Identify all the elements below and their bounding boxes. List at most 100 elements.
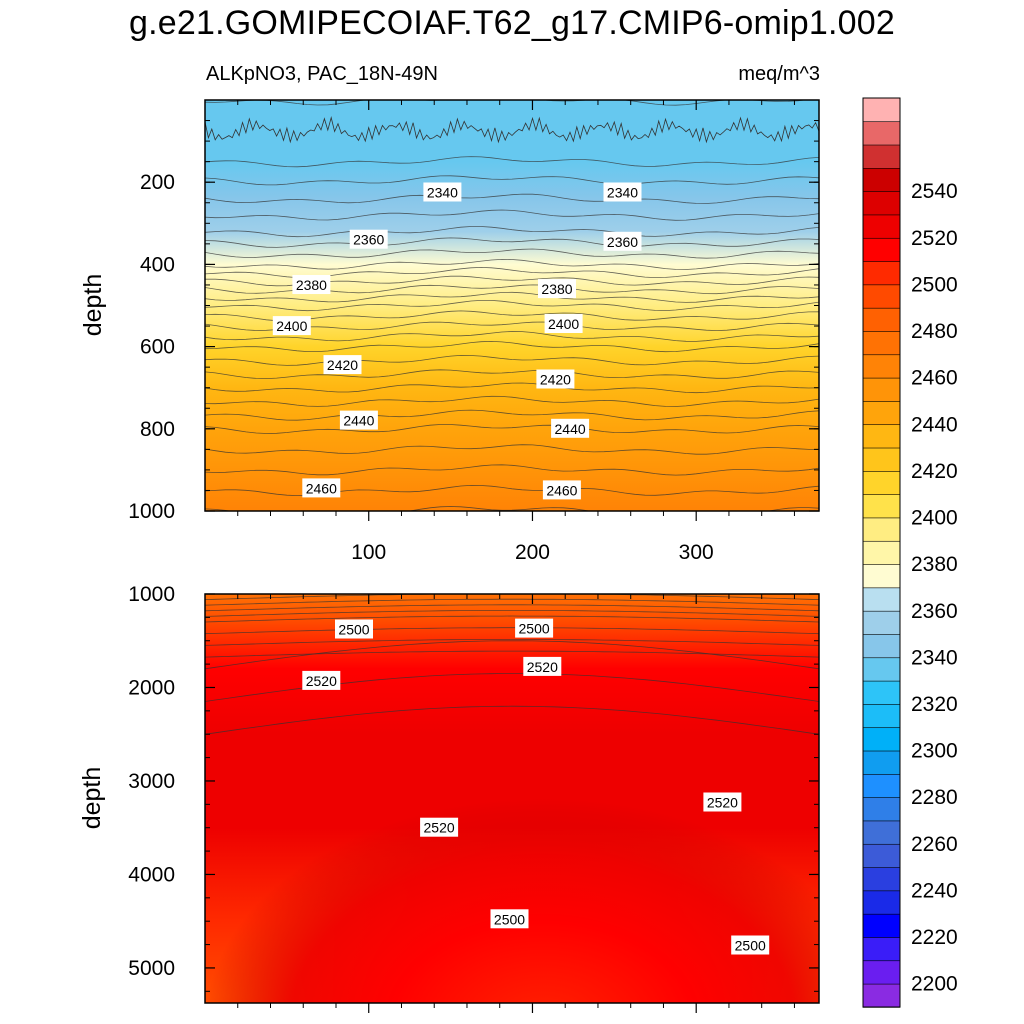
- colorbar-swatch: [863, 914, 900, 938]
- contour-label-text: 2500: [494, 911, 525, 927]
- colorbar-label: 2400: [911, 507, 958, 530]
- contour-label-text: 2520: [306, 673, 337, 689]
- contour-label: 2380: [292, 275, 330, 294]
- contour-label-text: 2500: [338, 622, 369, 638]
- colorbar-swatch: [863, 681, 900, 705]
- contour-label-text: 2520: [707, 795, 738, 811]
- colorbar-swatch: [863, 401, 900, 425]
- y-tick-label: 200: [140, 171, 175, 194]
- colorbar-swatch: [863, 145, 900, 169]
- colorbar-label: 2380: [911, 553, 958, 576]
- colorbar-label: 2320: [911, 693, 958, 716]
- y-tick-label: 3000: [128, 770, 175, 793]
- contour-label-text: 2380: [541, 281, 572, 297]
- contour-label-text: 2380: [296, 277, 327, 293]
- contour-label-text: 2460: [546, 482, 577, 498]
- colorbar-label: 2540: [911, 180, 958, 203]
- colorbar-swatch: [863, 261, 900, 285]
- lower-panel: 2500 2500 2520 2520 2520 2520 2500 2500 1000 200…: [78, 583, 819, 1013]
- contour-label: 2360: [350, 230, 388, 249]
- colorbar-swatch: [863, 564, 900, 588]
- contour-label: 2520: [420, 818, 458, 837]
- y-tick-label: 600: [140, 336, 175, 359]
- colorbar-swatch: [863, 471, 900, 495]
- colorbar-swatch: [863, 657, 900, 681]
- contour-label-text: 2520: [424, 820, 455, 836]
- colorbar-swatch: [863, 518, 900, 542]
- contour-label: 2340: [423, 183, 461, 202]
- colorbar-swatch: [863, 308, 900, 332]
- colorbar-swatch: [863, 424, 900, 448]
- colorbar-swatch: [863, 611, 900, 635]
- y-tick-label: 1000: [128, 583, 175, 606]
- colorbar-swatch: [863, 215, 900, 239]
- colorbar-swatch: [863, 331, 900, 355]
- colorbar-swatch: [863, 797, 900, 821]
- contour-label: 2500: [731, 936, 769, 955]
- colorbar-label: 2300: [911, 740, 958, 763]
- colorbar-label: 2520: [911, 227, 958, 250]
- colorbar-swatch: [863, 191, 900, 215]
- colorbar-swatch: [863, 890, 900, 914]
- y-tick-label: 400: [140, 253, 175, 276]
- colorbar: 2540252025002480246024402420240023802360…: [863, 98, 958, 1007]
- contour-label: 2440: [551, 419, 589, 438]
- contour-label: 2500: [335, 620, 373, 639]
- colorbar-swatch: [863, 821, 900, 845]
- colorbar-swatch: [863, 727, 900, 751]
- colorbar-swatch: [863, 867, 900, 891]
- colorbar-label: 2440: [911, 413, 958, 436]
- colorbar-swatch: [863, 168, 900, 192]
- colorbar-label: 2420: [911, 460, 958, 483]
- y-tick-label: 1000: [128, 500, 175, 523]
- contour-label: 2400: [273, 316, 311, 335]
- colorbar-swatch: [863, 494, 900, 518]
- contour-label-text: 2340: [427, 185, 458, 201]
- contour-label: 2360: [604, 232, 642, 251]
- colorbar-swatch: [863, 541, 900, 565]
- contour-label-text: 2420: [327, 357, 358, 373]
- contour-label-text: 2520: [527, 659, 558, 675]
- colorbar-swatch: [863, 634, 900, 658]
- colorbar-swatch: [863, 378, 900, 402]
- contour-label: 2460: [543, 480, 581, 499]
- chart-canvas: 2340 2340 2360 2360 2380 2380 2400 2400 2420 2420…: [0, 0, 1024, 1024]
- contour-label: 2520: [302, 671, 340, 690]
- colorbar-label: 2200: [911, 973, 958, 996]
- upper-y-axis-title: depth: [79, 274, 107, 337]
- colorbar-swatch: [863, 751, 900, 775]
- contour-label-text: 2460: [306, 480, 337, 496]
- upper-panel: 2340 2340 2360 2360 2380 2380 2400 2400 2420 2420…: [79, 95, 819, 564]
- colorbar-swatch: [863, 448, 900, 472]
- colorbar-label: 2360: [911, 600, 958, 623]
- colorbar-swatch: [863, 984, 900, 1008]
- x-tick-label: 200: [515, 541, 550, 564]
- contour-label-text: 2500: [519, 621, 550, 637]
- colorbar-swatch: [863, 284, 900, 308]
- x-tick-label: 300: [679, 541, 714, 564]
- colorbar-label: 2500: [911, 274, 958, 297]
- contour-label: 2440: [340, 411, 378, 430]
- colorbar-swatch: [863, 354, 900, 378]
- contour-label: 2500: [515, 619, 553, 638]
- colorbar-swatch: [863, 960, 900, 984]
- colorbar-swatch: [863, 937, 900, 961]
- contour-line: [205, 588, 819, 594]
- colorbar-swatch: [863, 98, 900, 122]
- contour-label-text: 2440: [343, 413, 374, 429]
- contour-label: 2420: [324, 355, 362, 374]
- contour-label-text: 2400: [548, 316, 579, 332]
- colorbar-label: 2220: [911, 926, 958, 949]
- y-tick-label: 2000: [128, 676, 175, 699]
- contour-label: 2520: [523, 657, 561, 676]
- contour-label: 2460: [302, 478, 340, 497]
- contour-label: 2420: [536, 370, 574, 389]
- contour-label: 2400: [545, 314, 583, 333]
- contour-label-text: 2500: [735, 938, 766, 954]
- colorbar-swatch: [863, 844, 900, 868]
- colorbar-label: 2460: [911, 367, 958, 390]
- colorbar-label: 2340: [911, 646, 958, 669]
- contour-label: 2500: [491, 909, 529, 928]
- colorbar-label: 2280: [911, 786, 958, 809]
- y-tick-label: 5000: [128, 957, 175, 980]
